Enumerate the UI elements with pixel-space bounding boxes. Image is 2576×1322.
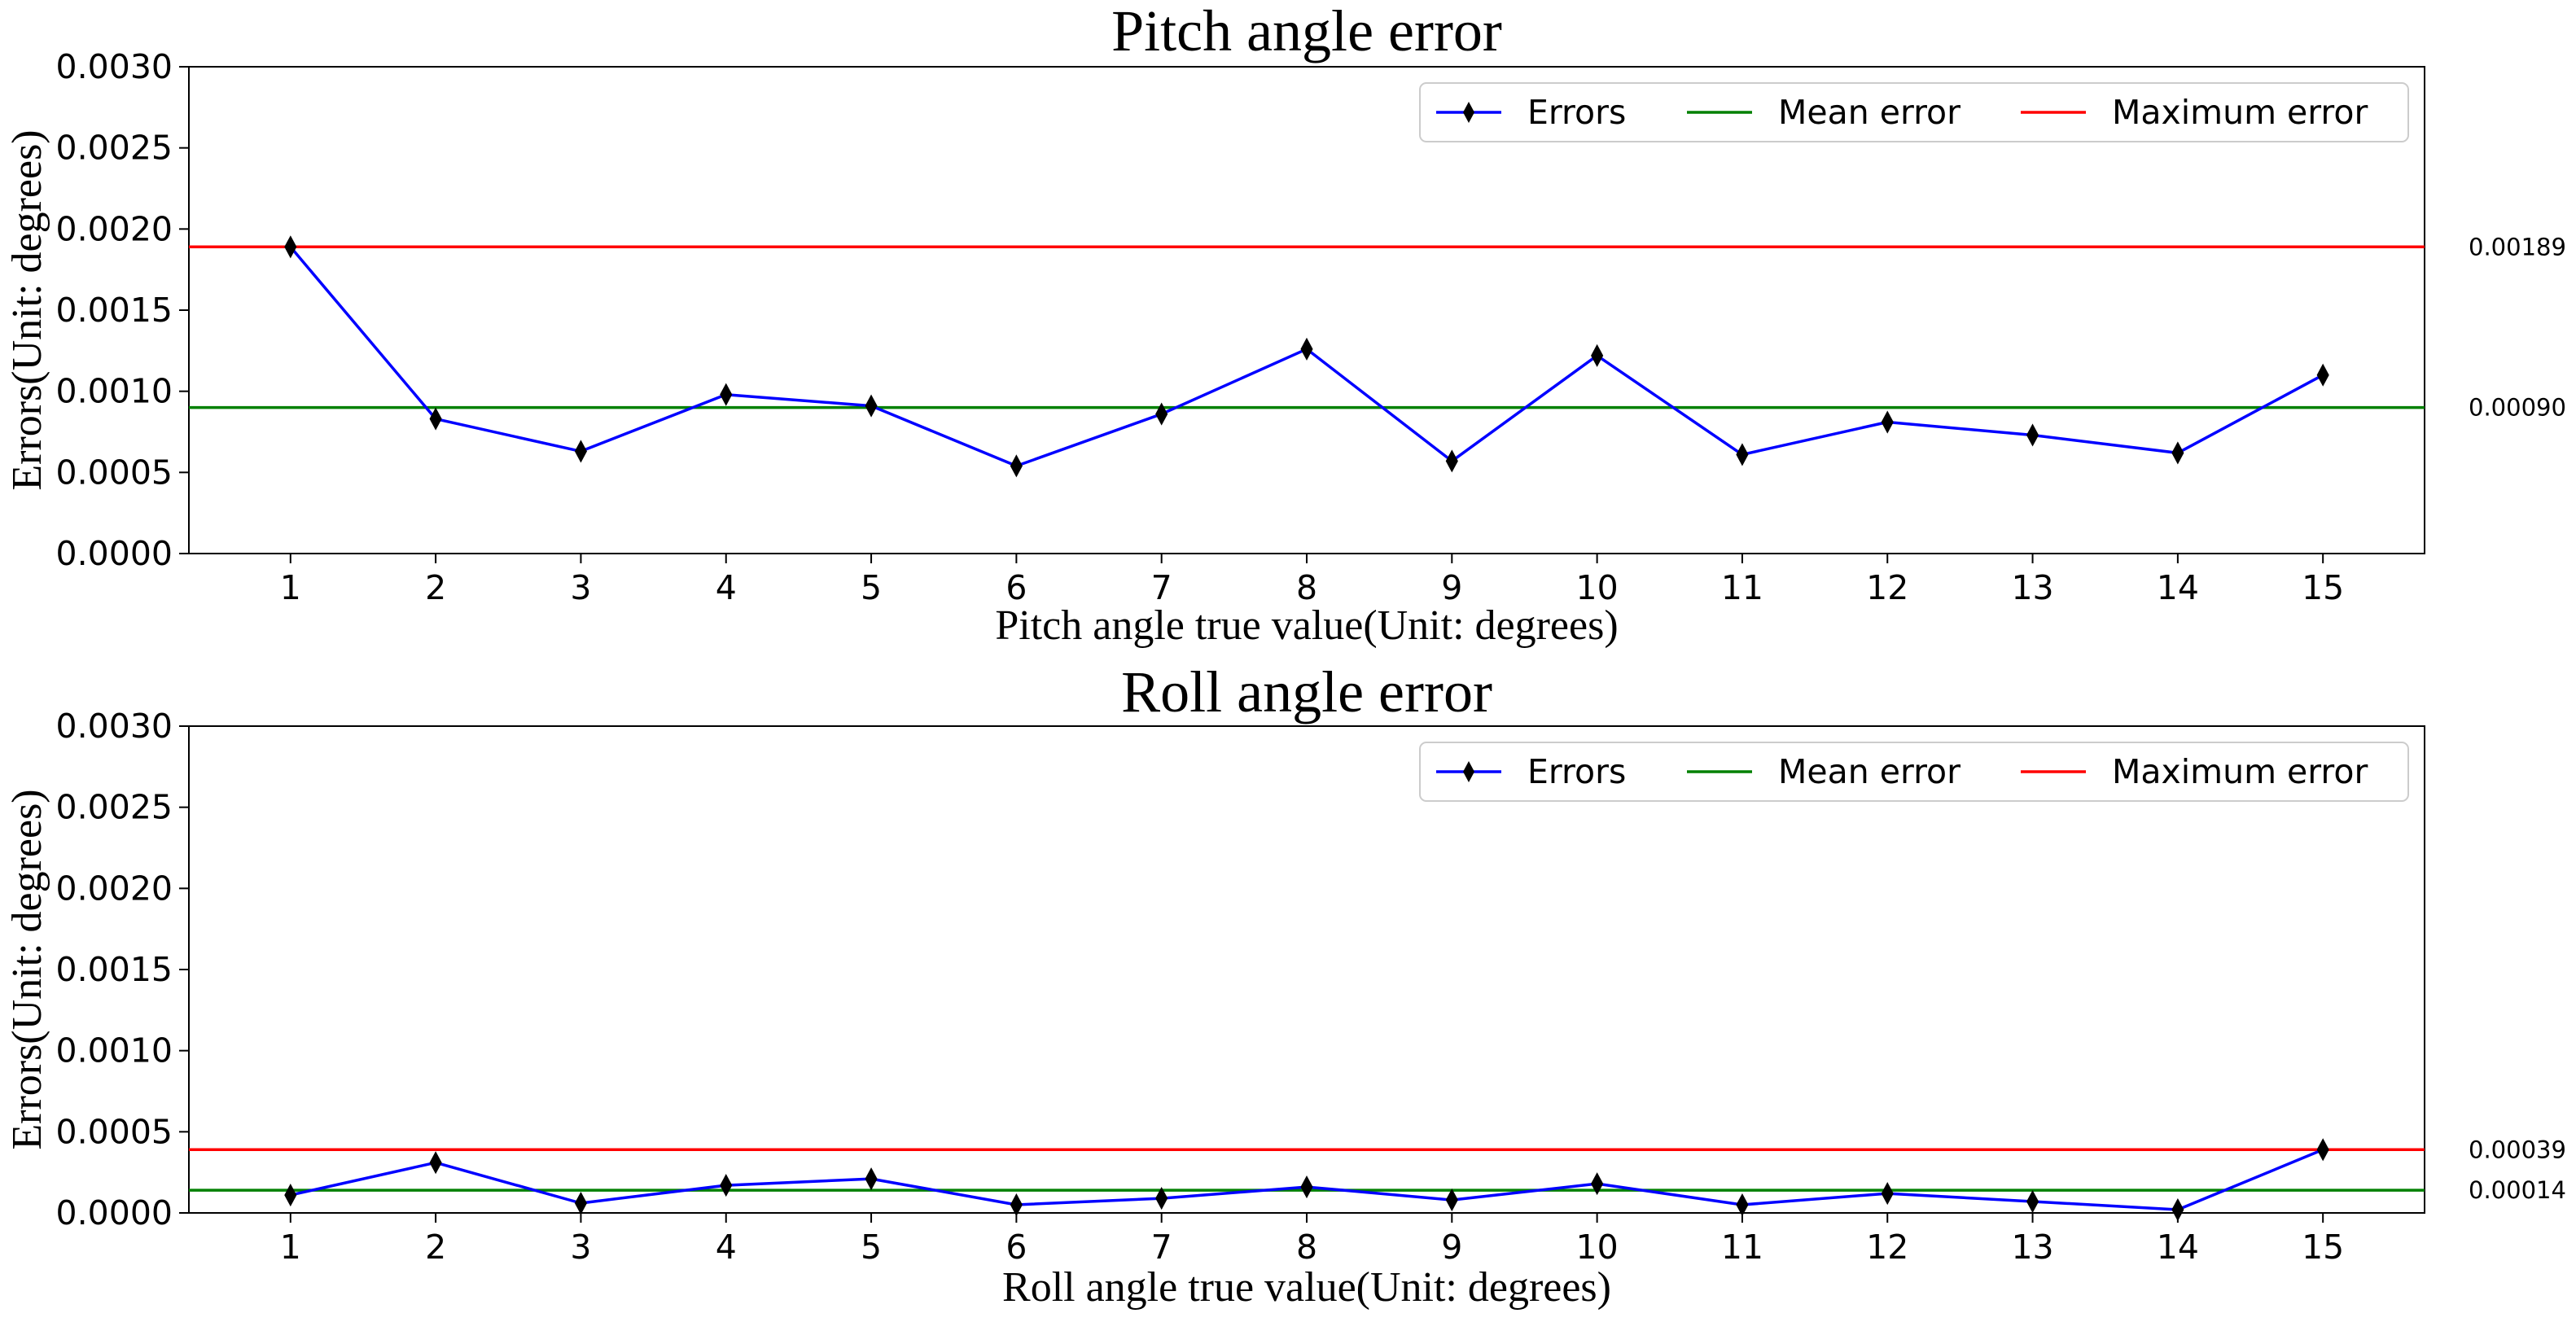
y-axis-label: Errors(Unit: degrees) [4, 789, 50, 1149]
y-tick-label: 0.0030 [56, 707, 173, 746]
chart-svg: Pitch angle error 0.0000 0.0005 0.0010 0.001… [0, 0, 2576, 1318]
y-tick-label: 0.0000 [56, 1193, 173, 1232]
mean-error-annotation: 0.00090 [2469, 394, 2566, 422]
x-tick-label: 1 [280, 1228, 301, 1267]
x-tick-label: 5 [861, 1228, 882, 1267]
errors-point-4 [721, 1175, 732, 1196]
x-tick-label: 7 [1151, 568, 1172, 607]
errors-point-13 [2027, 424, 2039, 445]
errors-point-13 [2027, 1191, 2039, 1212]
legend-maximum-error-label: Maximum error [2112, 93, 2368, 132]
x-tick-label: 8 [1296, 1228, 1317, 1267]
max-error-annotation: 0.00039 [2469, 1136, 2566, 1163]
errors-point-3 [575, 440, 586, 462]
x-tick-label: 15 [2302, 1228, 2344, 1267]
x-tick-label: 14 [2157, 568, 2199, 607]
x-tick-label: 10 [1576, 1228, 1619, 1267]
x-tick-label: 11 [1721, 568, 1763, 607]
errors-point-8 [1301, 339, 1312, 360]
errors-point-8 [1301, 1176, 1312, 1197]
figure: Pitch angle error 0.0000 0.0005 0.0010 0.001… [0, 0, 2576, 1318]
errors-point-14 [2172, 442, 2184, 463]
y-tick-label: 0.0025 [56, 788, 173, 827]
x-tick-label: 2 [425, 1228, 446, 1267]
x-tick-label: 13 [2011, 1228, 2053, 1267]
mean-error-annotation: 0.00014 [2469, 1176, 2566, 1204]
chart-panel-2: Roll angle error 0.0000 0.0005 0.0010 0.0015… [4, 659, 2566, 1311]
x-tick-label: 15 [2302, 568, 2344, 607]
errors-point-4 [721, 384, 732, 405]
legend-mean-error-label: Mean error [1778, 752, 1960, 791]
x-axis-label: Roll angle true value(Unit: degrees) [1002, 1264, 1611, 1311]
errors-point-15 [2317, 1139, 2328, 1160]
errors-point-1 [285, 1184, 296, 1206]
errors-point-3 [575, 1193, 586, 1214]
x-tick-label: 7 [1151, 1228, 1172, 1267]
errors-point-9 [1446, 450, 1457, 471]
x-tick-label: 9 [1441, 568, 1462, 607]
errors-point-5 [865, 396, 877, 417]
chart-title: Roll angle error [1121, 659, 1492, 724]
y-tick-label: 0.0000 [56, 534, 173, 573]
x-tick-label: 3 [570, 568, 591, 607]
errors-point-2 [430, 409, 441, 430]
x-tick-label: 10 [1576, 568, 1619, 607]
x-tick-label: 1 [280, 568, 301, 607]
x-tick-label: 4 [716, 568, 737, 607]
x-tick-label: 13 [2011, 568, 2053, 607]
x-tick-label: 11 [1721, 1228, 1763, 1267]
legend-errors-label: Errors [1527, 93, 1626, 132]
chart-panel-1: Pitch angle error 0.0000 0.0005 0.0010 0.001… [4, 0, 2566, 649]
y-axis-label: Errors(Unit: degrees) [4, 129, 50, 490]
errors-point-12 [1882, 1183, 1893, 1204]
x-tick-label: 12 [1866, 568, 1908, 607]
errors-point-10 [1592, 345, 1603, 366]
errors-point-15 [2317, 365, 2328, 386]
y-tick-label: 0.0010 [56, 1031, 173, 1070]
x-tick-label: 6 [1005, 568, 1027, 607]
x-tick-label: 5 [861, 568, 882, 607]
y-tick-label: 0.0020 [56, 869, 173, 908]
x-axis-label: Pitch angle true value(Unit: degrees) [995, 602, 1618, 649]
x-tick-label: 3 [570, 1228, 591, 1267]
x-tick-label: 12 [1866, 1228, 1908, 1267]
y-tick-label: 0.0025 [56, 129, 173, 168]
errors-point-9 [1446, 1189, 1457, 1210]
x-tick-label: 8 [1296, 568, 1317, 607]
legend-errors-label: Errors [1527, 752, 1626, 791]
errors-point-5 [865, 1168, 877, 1189]
x-tick-label: 4 [716, 1228, 737, 1267]
chart-title: Pitch angle error [1111, 0, 1502, 63]
errors-point-6 [1010, 455, 1022, 476]
x-tick-label: 2 [425, 568, 446, 607]
legend-mean-error-label: Mean error [1778, 93, 1960, 132]
legend-maximum-error-label: Maximum error [2112, 752, 2368, 791]
errors-point-1 [285, 236, 296, 257]
x-tick-label: 14 [2157, 1228, 2199, 1267]
x-tick-label: 6 [1005, 1228, 1027, 1267]
errors-point-14 [2172, 1199, 2184, 1220]
y-tick-label: 0.0020 [56, 209, 173, 248]
max-error-annotation: 0.00189 [2469, 233, 2566, 260]
y-tick-label: 0.0005 [56, 1112, 173, 1151]
y-tick-label: 0.0015 [56, 950, 173, 989]
errors-point-2 [430, 1152, 441, 1173]
errors-point-11 [1737, 444, 1748, 465]
errors-point-12 [1882, 412, 1893, 433]
y-tick-label: 0.0010 [56, 372, 173, 411]
x-tick-label: 9 [1441, 1228, 1462, 1267]
y-tick-label: 0.0030 [56, 47, 173, 86]
y-tick-label: 0.0015 [56, 291, 173, 330]
y-tick-label: 0.0005 [56, 453, 173, 492]
